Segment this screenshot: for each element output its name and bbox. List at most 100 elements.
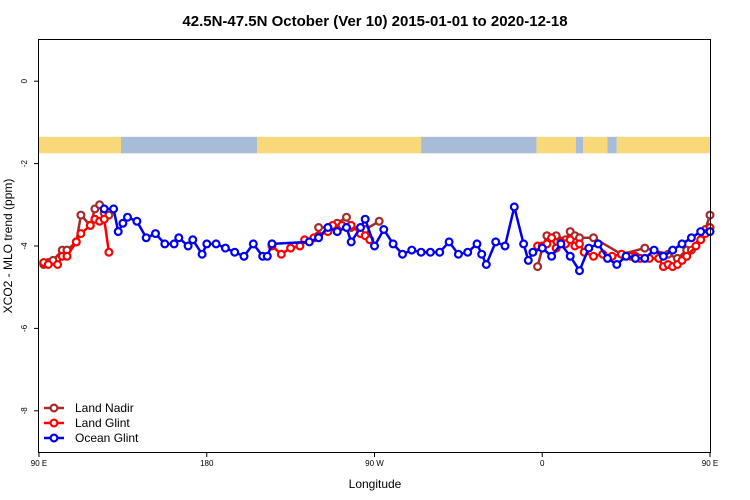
ocean-glint-point <box>602 253 612 263</box>
ocean-segment <box>575 136 584 154</box>
ocean-glint-point <box>248 239 258 249</box>
ocean-segment <box>121 136 258 154</box>
ocean-glint-point <box>174 233 184 243</box>
y-tick-label: -6 <box>20 324 29 332</box>
land-glint-point <box>696 235 706 245</box>
land-glint-point <box>85 220 95 230</box>
x-tick-label: 0 <box>540 459 545 468</box>
y-tick-label: -2 <box>20 159 29 167</box>
ocean-glint-point <box>304 237 314 247</box>
ocean-glint-point <box>696 227 706 237</box>
ocean-glint-series <box>99 202 715 276</box>
land-glint-point <box>691 241 701 251</box>
ocean-glint-point <box>528 247 538 257</box>
ocean-glint-point <box>556 239 566 249</box>
ocean-glint-point <box>547 251 557 261</box>
land-nadir-point <box>640 243 650 253</box>
ocean-glint-point <box>640 253 650 263</box>
land-glint-point <box>574 239 584 249</box>
x-axis: 90 E 180 90 W 0 90 E <box>31 452 718 468</box>
series-layer <box>39 200 715 276</box>
land-segment <box>536 136 576 154</box>
ocean-glint-point <box>132 216 142 226</box>
ocean-glint-point <box>621 251 631 261</box>
ocean-glint-point <box>565 251 575 261</box>
ocean-glint-point <box>220 243 230 253</box>
x-axis-label: Longitude <box>349 477 402 491</box>
ocean-glint-point <box>188 235 198 245</box>
ocean-glint-point <box>122 212 132 222</box>
ocean-glint-point <box>356 223 366 233</box>
land-nadir-point <box>342 212 352 222</box>
ocean-glint-point <box>444 237 454 247</box>
y-axis-label: XCO2 - MLO trend (ppm) <box>1 179 15 314</box>
land-nadir-line <box>43 203 110 266</box>
ocean-glint-point <box>346 237 356 247</box>
land-segment <box>616 136 710 154</box>
ocean-glint-point <box>169 239 179 249</box>
y-tick-label: -8 <box>20 407 29 415</box>
legend-label-ocean-glint: Ocean Glint <box>75 431 139 445</box>
ocean-segment <box>421 136 537 154</box>
ocean-glint-point <box>519 239 529 249</box>
ocean-glint-point <box>141 233 151 243</box>
land-glint-point <box>588 251 598 261</box>
ocean-glint-point <box>425 247 435 257</box>
ocean-glint-point <box>509 202 519 212</box>
ocean-glint-point <box>523 255 533 265</box>
ocean-glint-point <box>183 241 193 251</box>
ocean-glint-point <box>574 266 584 276</box>
ocean-glint-point <box>435 247 445 257</box>
ocean-glint-point <box>416 247 426 257</box>
ocean-glint-point <box>388 239 398 249</box>
ocean-glint-point <box>668 245 678 255</box>
ocean-glint-point <box>118 218 128 228</box>
ocean-glint-point <box>491 237 501 247</box>
ocean-glint-point <box>151 229 161 239</box>
land-glint-point <box>104 247 114 257</box>
land-nadir-point <box>588 233 598 243</box>
ocean-glint-point <box>197 249 207 259</box>
ocean-glint-point <box>500 241 510 251</box>
land-segment <box>39 136 122 154</box>
land-glint-point <box>276 249 286 259</box>
y-tick-label: 0 <box>20 78 29 83</box>
ocean-glint-point <box>584 243 594 253</box>
ocean-glint-point <box>323 223 333 233</box>
ocean-glint-point <box>630 253 640 263</box>
ocean-glint-point <box>314 233 324 243</box>
legend-marker-land-glint <box>49 418 59 428</box>
land-glint-point <box>62 251 72 261</box>
ocean-glint-point <box>230 247 240 257</box>
chart-title: 42.5N-47.5N October (Ver 10) 2015-01-01 … <box>182 13 567 30</box>
legend-marker-ocean-glint <box>49 433 59 443</box>
ocean-glint-point <box>239 251 249 261</box>
ocean-glint-point <box>332 227 342 237</box>
ocean-glint-point <box>477 249 487 259</box>
land-segment <box>583 136 608 154</box>
ocean-glint-point <box>453 249 463 259</box>
ocean-glint-point <box>481 260 491 270</box>
ocean-glint-point <box>99 204 109 214</box>
legend-label-land-nadir: Land Nadir <box>75 401 134 415</box>
land-glint-point <box>547 233 557 243</box>
ocean-segment <box>607 136 617 154</box>
land-ocean-bar <box>39 136 710 154</box>
land-glint-point <box>53 260 63 270</box>
ocean-glint-point <box>686 233 696 243</box>
land-segment <box>257 136 422 154</box>
y-axis: 0 -2 -4 -6 -8 <box>20 78 39 414</box>
land-glint-point <box>43 260 53 270</box>
ocean-glint-point <box>398 249 408 259</box>
land-nadir-point <box>374 216 384 226</box>
x-tick-label: 90 E <box>31 459 47 468</box>
ocean-glint-point <box>472 239 482 249</box>
ocean-glint-point <box>649 245 659 255</box>
x-tick-label: 180 <box>200 459 214 468</box>
legend-label-land-glint: Land Glint <box>75 416 130 430</box>
ocean-glint-point <box>379 225 389 235</box>
ocean-glint-point <box>109 204 119 214</box>
ocean-glint-point <box>267 239 277 249</box>
ocean-glint-point <box>593 239 603 249</box>
